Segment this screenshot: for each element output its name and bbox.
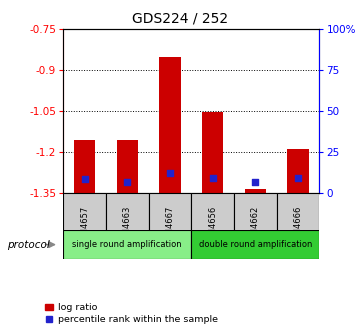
Bar bbox=[159, 57, 180, 193]
Legend: log ratio, percentile rank within the sample: log ratio, percentile rank within the sa… bbox=[41, 299, 222, 328]
Bar bbox=[117, 140, 138, 193]
Bar bbox=[245, 189, 266, 193]
Bar bbox=[149, 193, 191, 259]
Point bbox=[253, 179, 258, 185]
Bar bbox=[63, 193, 106, 259]
Text: GSM4662: GSM4662 bbox=[251, 206, 260, 246]
Bar bbox=[191, 230, 319, 259]
Bar bbox=[234, 193, 277, 259]
Bar bbox=[74, 140, 95, 193]
Text: GSM4666: GSM4666 bbox=[293, 206, 303, 246]
Text: GSM4663: GSM4663 bbox=[123, 206, 132, 246]
Point bbox=[82, 177, 87, 182]
Bar bbox=[191, 193, 234, 259]
Point bbox=[295, 175, 301, 181]
Text: GSM4667: GSM4667 bbox=[165, 206, 174, 246]
Point bbox=[124, 179, 130, 185]
Bar bbox=[106, 193, 149, 259]
Bar bbox=[202, 112, 223, 193]
Text: GSM4657: GSM4657 bbox=[80, 206, 89, 246]
Text: single round amplification: single round amplification bbox=[73, 240, 182, 249]
Point bbox=[210, 175, 216, 181]
Bar bbox=[63, 230, 191, 259]
Point bbox=[167, 170, 173, 175]
Text: protocol: protocol bbox=[7, 240, 50, 250]
Bar bbox=[277, 193, 319, 259]
Bar bbox=[287, 149, 309, 193]
Text: GSM4656: GSM4656 bbox=[208, 206, 217, 246]
Text: GDS224 / 252: GDS224 / 252 bbox=[132, 12, 229, 26]
Text: double round amplification: double round amplification bbox=[199, 240, 312, 249]
